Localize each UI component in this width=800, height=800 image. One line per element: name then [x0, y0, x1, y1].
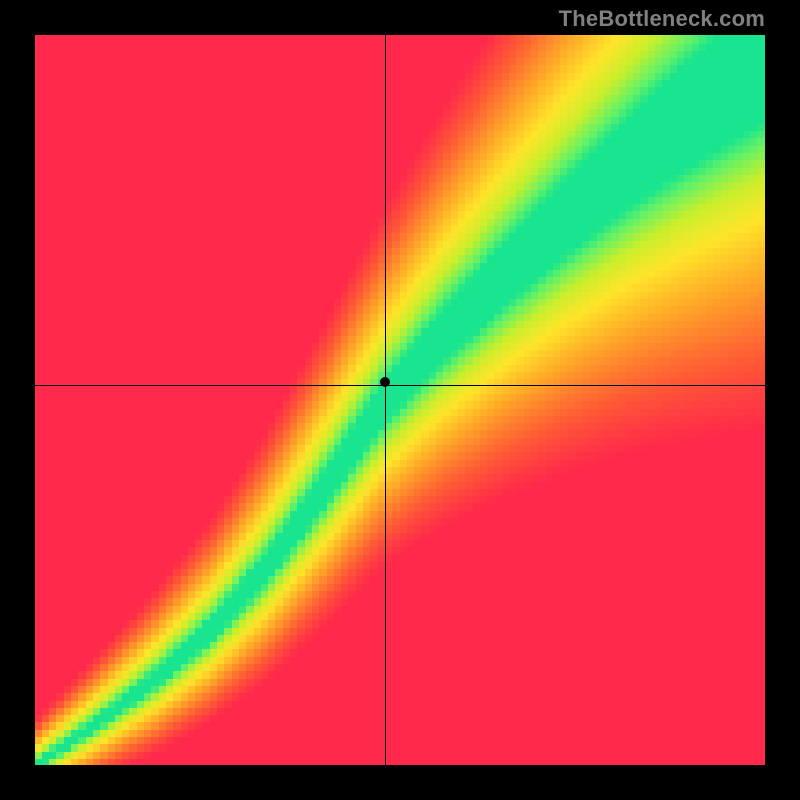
target-marker-dot [380, 377, 390, 387]
watermark-text: TheBottleneck.com [559, 6, 765, 32]
plot-area [35, 35, 765, 765]
crosshair-vertical [385, 35, 386, 765]
crosshair-horizontal [35, 385, 765, 386]
chart-outer-frame: TheBottleneck.com [0, 0, 800, 800]
heatmap-canvas [35, 35, 765, 765]
